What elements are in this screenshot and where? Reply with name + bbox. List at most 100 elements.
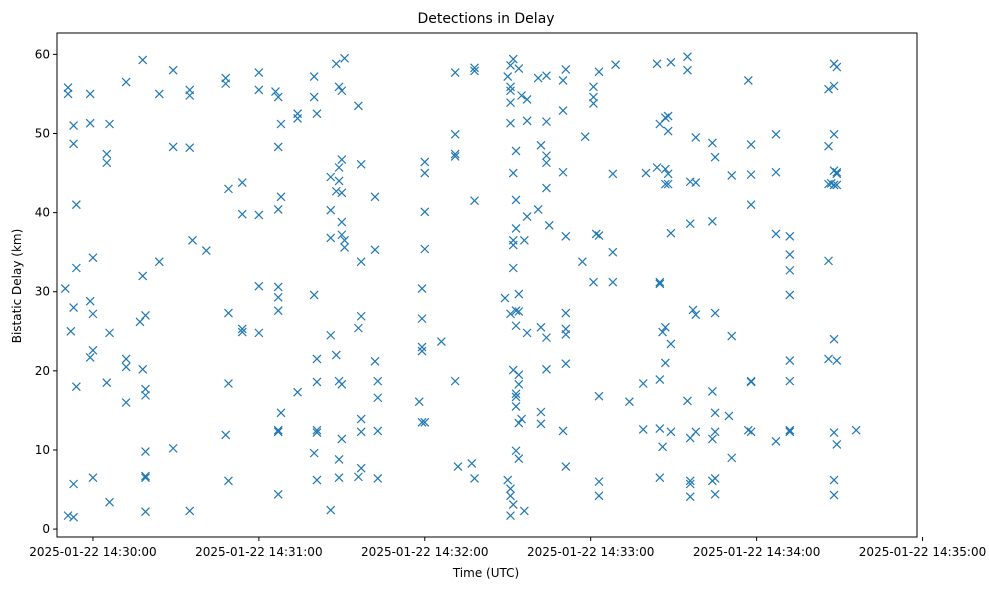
data-point	[450, 376, 460, 386]
data-point	[710, 489, 720, 499]
data-point	[638, 424, 648, 434]
data-point	[511, 446, 521, 456]
x-tick-label: 2025-01-22 14:30:00	[29, 545, 156, 559]
data-point	[746, 377, 756, 387]
data-point	[273, 489, 283, 499]
data-point	[414, 397, 424, 407]
data-point	[522, 95, 532, 104]
data-point	[824, 256, 833, 266]
data-point	[594, 477, 604, 487]
data-point	[824, 84, 833, 94]
data-point	[105, 497, 114, 507]
data-point	[121, 398, 131, 407]
data-point	[88, 473, 98, 483]
data-point	[154, 257, 164, 267]
data-point	[771, 129, 781, 139]
data-point	[519, 235, 529, 245]
data-point	[201, 246, 211, 256]
data-point	[273, 306, 283, 316]
x-tick-label: 2025-01-22 14:32:00	[361, 545, 488, 559]
data-point	[420, 417, 430, 427]
data-point	[373, 426, 383, 436]
data-point	[417, 346, 427, 356]
data-point	[506, 82, 515, 92]
data-point	[353, 323, 363, 333]
data-point	[450, 68, 460, 77]
data-point	[373, 376, 383, 386]
data-point	[312, 109, 322, 119]
data-point	[254, 328, 264, 338]
data-point	[746, 200, 756, 210]
data-point	[63, 511, 73, 521]
data-point	[685, 492, 695, 502]
data-point	[589, 92, 598, 102]
data-point	[224, 308, 233, 318]
data-point	[785, 290, 795, 300]
data-point	[832, 62, 842, 72]
data-point	[608, 247, 618, 257]
data-point	[542, 117, 551, 127]
data-point	[611, 60, 621, 70]
data-point	[558, 426, 568, 436]
data-point	[154, 89, 164, 99]
data-point	[60, 284, 70, 293]
data-point	[558, 76, 568, 85]
data-point	[785, 376, 795, 386]
data-point	[420, 157, 430, 167]
data-point	[470, 196, 479, 206]
data-point	[561, 231, 571, 241]
data-point	[353, 472, 363, 482]
data-point	[832, 356, 842, 365]
data-point	[417, 342, 427, 352]
data-point	[522, 116, 532, 126]
data-point	[168, 65, 178, 75]
data-point	[102, 149, 112, 159]
data-point	[658, 442, 668, 452]
data-point	[508, 168, 518, 178]
data-point	[517, 91, 526, 100]
data-point	[514, 289, 524, 299]
data-point	[237, 178, 247, 187]
data-point	[470, 63, 479, 73]
data-point	[660, 358, 670, 368]
data-point	[785, 265, 795, 275]
data-point	[666, 339, 676, 349]
data-point	[608, 277, 618, 287]
data-point	[511, 321, 521, 331]
data-point	[312, 425, 322, 435]
data-point	[331, 350, 341, 360]
data-point	[727, 331, 737, 341]
data-point	[337, 155, 347, 165]
data-point	[514, 307, 524, 316]
data-point	[685, 219, 695, 229]
data-point	[506, 484, 515, 494]
data-point	[185, 506, 195, 516]
data-point	[337, 86, 347, 96]
data-point	[334, 163, 344, 172]
data-point	[273, 282, 283, 292]
data-point	[337, 188, 347, 198]
data-point	[666, 228, 676, 238]
data-point	[356, 463, 366, 473]
data-point	[254, 68, 264, 77]
plot-area	[60, 52, 861, 522]
data-point	[519, 506, 529, 516]
data-point	[312, 428, 322, 437]
data-point	[542, 151, 551, 161]
data-point	[558, 167, 568, 177]
data-point	[141, 473, 150, 483]
data-point	[710, 408, 720, 418]
data-point	[785, 250, 795, 259]
data-point	[658, 327, 668, 337]
data-point	[771, 436, 781, 446]
x-tick-label: 2025-01-22 14:35:00	[859, 545, 986, 559]
y-tick-label: 20	[35, 364, 50, 378]
data-point	[450, 152, 460, 161]
data-point	[293, 114, 303, 123]
data-point	[743, 425, 753, 435]
data-point	[326, 505, 336, 515]
data-point	[254, 281, 264, 291]
chart-title: Detections in Delay	[417, 11, 554, 27]
data-point	[506, 511, 515, 521]
